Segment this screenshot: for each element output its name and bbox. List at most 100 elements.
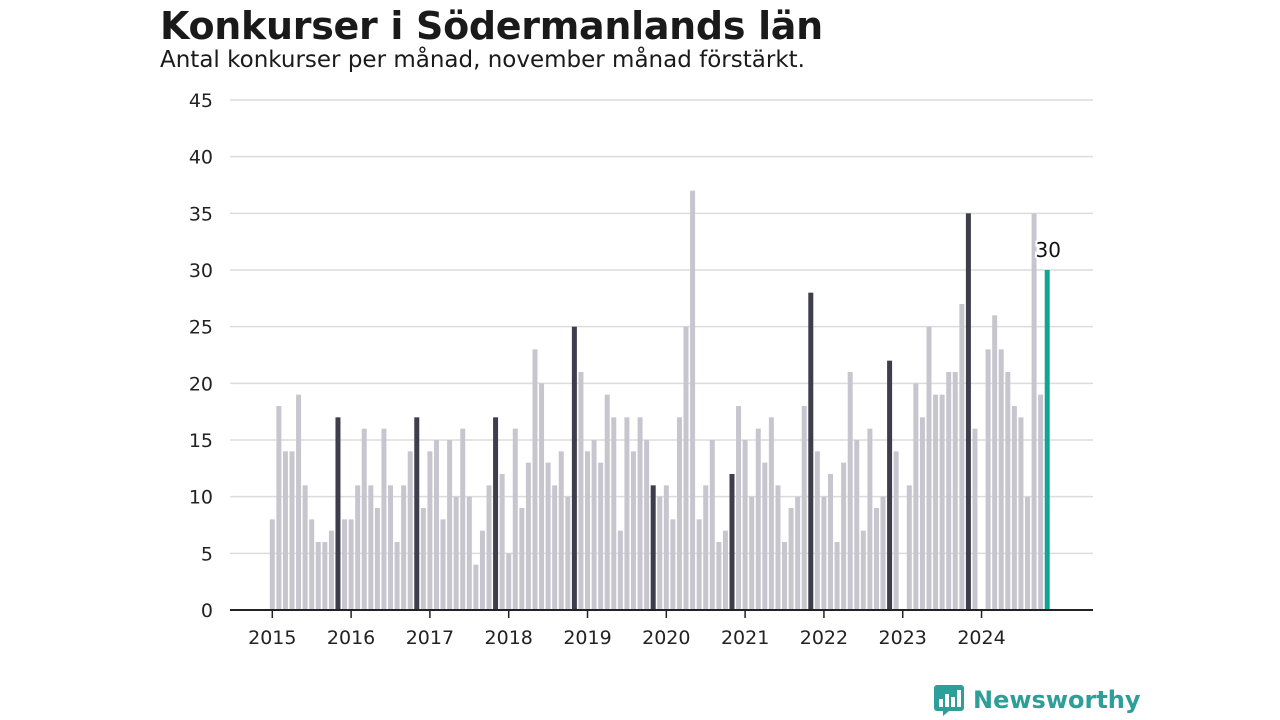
x-tick-label: 2023 [879,627,927,649]
bar [591,440,597,610]
bar [801,406,807,610]
bar [762,462,768,610]
bar [676,417,682,610]
bar [814,451,820,610]
bar [479,530,485,610]
bar [637,417,643,610]
brand-name: Newsworthy [973,686,1141,714]
bar [604,394,610,610]
x-tick-label: 2016 [327,627,375,649]
bar [578,372,584,610]
bar [348,519,354,610]
bar [926,326,932,610]
bar [906,485,912,610]
bar [644,440,650,610]
bar-november [650,485,656,610]
bar [407,451,413,610]
bar [361,428,367,610]
x-tick-label: 2022 [800,627,848,649]
x-tick-label: 2024 [957,627,1005,649]
bar [512,428,518,610]
bar [1011,406,1017,610]
bar [630,451,636,610]
bar [519,508,525,610]
bar [486,485,492,610]
bar [1038,394,1044,610]
bar [722,530,728,610]
bar [847,372,853,610]
y-tick-label: 0 [201,600,213,622]
bar [768,417,774,610]
bar-november [965,213,971,611]
x-tick-label: 2020 [642,627,690,649]
bar [309,519,315,610]
bar [992,315,998,610]
bar [394,542,400,610]
bar [834,542,840,610]
bar [289,451,295,610]
bar [841,462,847,610]
bar [302,485,308,610]
bar [374,508,380,610]
bar [873,508,879,610]
bar [775,485,781,610]
bar [821,496,827,610]
bar [683,326,689,610]
bar [998,349,1004,610]
bar [782,542,788,610]
bar [755,428,761,610]
bar [276,406,282,610]
bar [670,519,676,610]
y-tick-label: 25 [189,317,213,339]
bar [827,474,833,610]
x-tick-label: 2018 [485,627,533,649]
bar [282,451,288,610]
bar [506,553,512,610]
bar [696,519,702,610]
bar [939,394,945,610]
bar-november [887,360,893,610]
bar [368,485,374,610]
bar-november [493,417,499,610]
bar [690,190,696,610]
bar [854,440,860,610]
bar [933,394,939,610]
bar [401,485,407,610]
bar [539,383,545,610]
bar [269,519,275,610]
bar [545,462,551,610]
x-tick-label: 2017 [406,627,454,649]
bar [1018,417,1024,610]
bar [736,406,742,610]
bar [959,304,965,610]
bar [388,485,394,610]
bar [466,496,472,610]
bar [893,451,899,610]
bar [328,530,334,610]
x-tick-label: 2019 [563,627,611,649]
bar [585,451,591,610]
chart-subtitle: Antal konkurser per månad, november måna… [160,47,805,73]
y-tick-label: 40 [189,147,213,169]
bar [624,417,630,610]
bar [985,349,991,610]
bar [473,564,479,610]
bar [427,451,433,610]
bar [342,519,348,610]
y-tick-label: 35 [189,203,213,225]
bar [913,383,919,610]
bar [663,485,669,610]
y-tick-label: 5 [201,543,213,565]
bar [1025,496,1031,610]
bar [742,440,748,610]
bar [453,496,459,610]
bar [440,519,446,610]
bar [499,474,505,610]
bar [788,508,794,610]
bar [867,428,873,610]
bar [525,462,531,610]
x-tick-label: 2015 [248,627,296,649]
bar [972,428,978,610]
bar [703,485,709,610]
y-tick-label: 20 [189,373,213,395]
